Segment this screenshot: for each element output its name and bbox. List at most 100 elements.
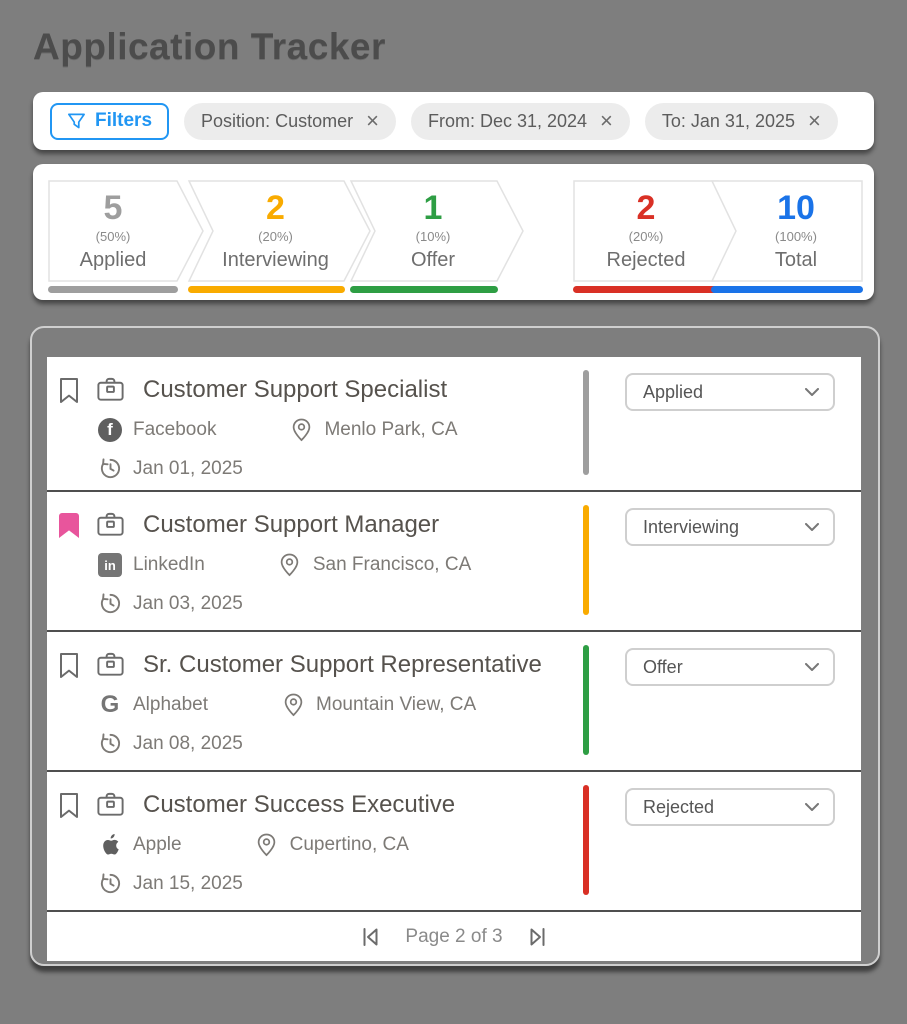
chevron-shape <box>187 180 371 282</box>
status-value: Offer <box>643 656 683 677</box>
filter-chip-label: Position: Customer <box>201 110 354 131</box>
location-pin-icon <box>288 417 314 443</box>
briefcase-icon <box>95 374 126 405</box>
job-row-customer-support-manager: Customer Support Manager in LinkedIn San… <box>47 492 861 630</box>
status-value: Rejected <box>643 796 715 817</box>
filter-chip-label: From: Dec 31, 2024 <box>427 110 588 131</box>
chevron-down-icon <box>805 387 819 396</box>
status-color-bar <box>583 645 589 755</box>
history-clock-icon <box>97 592 123 615</box>
remove-filter-icon[interactable]: × <box>366 108 379 133</box>
apple-icon <box>97 833 123 857</box>
first-page-button[interactable] <box>359 925 383 949</box>
bookmark-icon[interactable] <box>58 652 80 680</box>
job-location: Menlo Park, CA <box>324 419 458 440</box>
stat-underline-interviewing <box>188 286 345 293</box>
job-location: San Francisco, CA <box>312 554 472 575</box>
status-color-bar <box>583 785 589 895</box>
company-name: Apple <box>133 834 182 855</box>
briefcase-icon <box>95 649 126 680</box>
facebook-icon: f <box>98 418 122 442</box>
job-title: Customer Support Specialist <box>143 375 448 403</box>
job-location: Mountain View, CA <box>316 694 477 715</box>
filter-chip-position: Position: Customer × <box>184 102 396 140</box>
filters-button-label: Filters <box>95 110 153 131</box>
bookmark-icon[interactable] <box>58 792 80 820</box>
row-divider <box>47 490 861 492</box>
filter-chip-from-date: From: Dec 31, 2024 × <box>410 102 630 140</box>
chevron-down-icon <box>805 522 819 531</box>
application-date: Jan 01, 2025 <box>133 457 243 479</box>
application-date: Jan 08, 2025 <box>133 732 243 754</box>
status-dropdown[interactable]: Interviewing <box>625 508 835 546</box>
stat-count: 2 <box>636 189 656 227</box>
stat-percent: (100%) <box>775 229 817 244</box>
briefcase-icon <box>95 509 126 540</box>
filter-chip-to-date: To: Jan 31, 2025 × <box>644 102 838 140</box>
status-dropdown[interactable]: Offer <box>625 648 835 686</box>
company-name: LinkedIn <box>133 554 205 575</box>
status-color-bar <box>583 505 589 615</box>
job-location: Cupertino, CA <box>289 834 409 855</box>
stat-count: 10 <box>777 189 815 227</box>
chevron-shape <box>48 180 204 282</box>
job-title: Customer Support Manager <box>143 510 440 538</box>
chevron-shape <box>349 180 524 282</box>
filter-chip-label: To: Jan 31, 2025 <box>661 110 795 131</box>
history-clock-icon <box>97 457 123 480</box>
pagination: Page 2 of 3 <box>47 912 861 961</box>
skip-to-last-icon <box>530 927 545 946</box>
chevron-down-icon <box>805 802 819 811</box>
stat-count: 5 <box>103 189 123 227</box>
page-indicator: Page 2 of 3 <box>405 925 503 947</box>
location-pin-icon <box>277 552 303 578</box>
stat-label: Applied <box>79 249 147 271</box>
bookmark-icon[interactable] <box>58 377 80 405</box>
row-divider <box>47 770 861 772</box>
stat-percent: (20%) <box>258 229 293 244</box>
stat-percent: (10%) <box>415 229 451 244</box>
row-divider <box>47 630 861 632</box>
application-date: Jan 15, 2025 <box>133 872 243 894</box>
remove-filter-icon[interactable]: × <box>808 108 821 133</box>
remove-filter-icon[interactable]: × <box>600 108 613 133</box>
stat-underline-rejected <box>573 286 719 293</box>
funnel-icon <box>67 112 86 131</box>
job-title: Customer Success Executive <box>143 790 456 818</box>
stat-count: 2 <box>266 189 285 227</box>
skip-to-first-icon <box>363 927 378 946</box>
job-title: Sr. Customer Support Representative <box>143 650 542 678</box>
location-pin-icon <box>254 832 280 858</box>
row-divider <box>47 910 861 912</box>
filters-button[interactable]: Filters <box>50 102 170 140</box>
bookmark-icon-filled[interactable] <box>58 512 80 540</box>
stat-percent: (50%) <box>95 229 131 244</box>
status-dropdown[interactable]: Rejected <box>625 788 835 826</box>
stat-applied: 5 (50%) Applied <box>48 180 204 282</box>
chevron-shape <box>710 180 863 282</box>
history-clock-icon <box>97 872 123 895</box>
google-icon: G <box>100 691 120 718</box>
stat-interviewing: 2 (20%) Interviewing <box>187 180 371 282</box>
job-row-customer-support-specialist: Customer Support Specialist f Facebook M… <box>47 357 861 490</box>
job-row-sr-customer-support-representative: Sr. Customer Support Representative G Al… <box>47 632 861 770</box>
job-list: Customer Support Specialist f Facebook M… <box>47 357 861 961</box>
stat-label: Interviewing <box>222 249 329 271</box>
stat-label: Rejected <box>606 249 686 271</box>
status-value: Interviewing <box>643 516 740 537</box>
stat-underline-offer <box>350 286 498 293</box>
company-name: Facebook <box>133 419 217 440</box>
stat-total: 10 (100%) Total <box>710 180 863 282</box>
chevron-down-icon <box>805 662 819 671</box>
stat-underline-total <box>711 286 863 293</box>
company-name: Alphabet <box>133 694 209 715</box>
stat-percent: (20%) <box>628 229 664 244</box>
last-page-button[interactable] <box>525 925 549 949</box>
stat-label: Total <box>774 249 818 271</box>
page-title: Application Tracker <box>33 26 386 67</box>
stat-label: Offer <box>410 249 456 271</box>
application-date: Jan 03, 2025 <box>133 592 243 614</box>
status-dropdown[interactable]: Applied <box>625 373 835 411</box>
stat-offer: 1 (10%) Offer <box>349 180 524 282</box>
history-clock-icon <box>97 732 123 755</box>
